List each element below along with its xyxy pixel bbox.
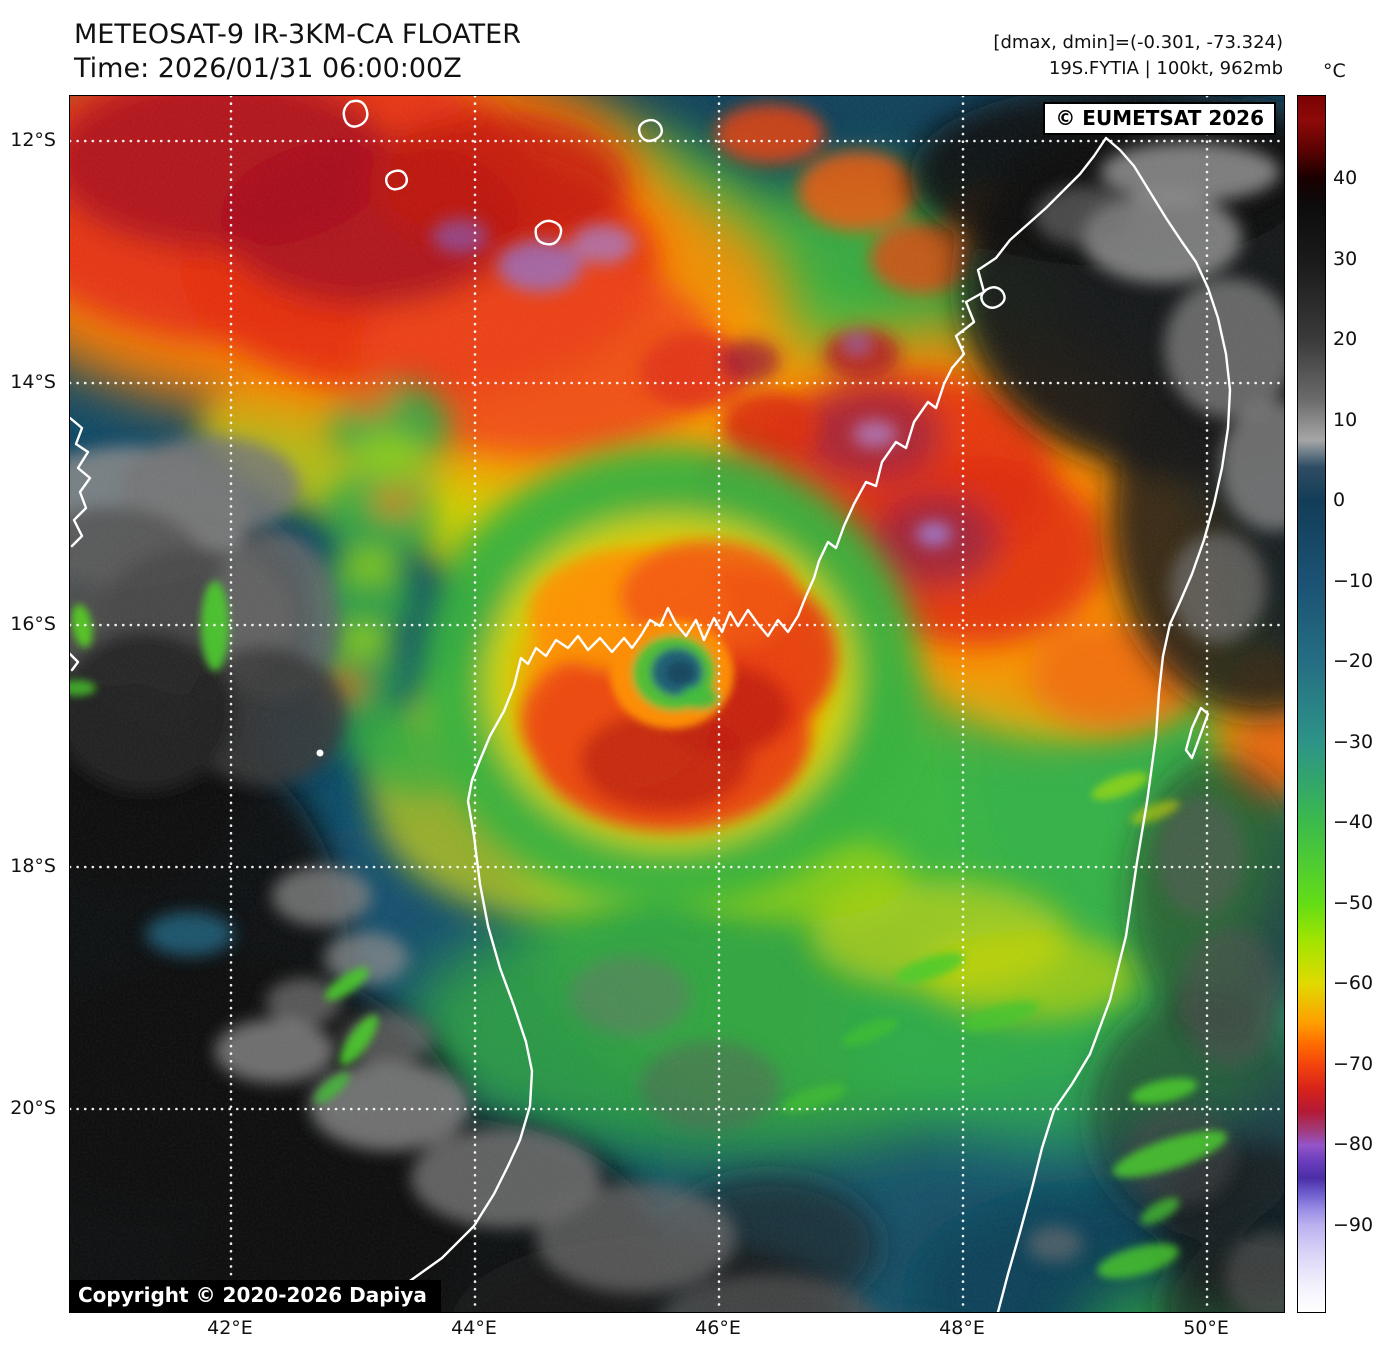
cbar-tick: 40: [1333, 167, 1358, 190]
cbar-tick: −30: [1333, 730, 1374, 753]
header-right: [dmax, dmin]=(-0.301, -73.324) 19S.FYTIA…: [993, 30, 1283, 82]
y-tick-20s: 20°S: [10, 1096, 56, 1119]
y-tick-18s: 18°S: [10, 854, 56, 877]
cbar-tick: −20: [1333, 650, 1374, 673]
y-axis: 12°S 14°S 16°S 18°S 20°S: [0, 95, 62, 1311]
timestamp: Time: 2026/01/31 06:00:00Z: [74, 53, 462, 84]
grain-texture: [70, 96, 1284, 1312]
cbar-tick: 30: [1333, 247, 1358, 270]
map-canvas: © EUMETSAT 2026 Copyright © 2020-2026 Da…: [69, 95, 1285, 1313]
copyright-badge: Copyright © 2020-2026 Dapiya: [70, 1280, 441, 1312]
cbar-tick: −70: [1333, 1052, 1374, 1075]
x-tick-42e: 42°E: [207, 1317, 253, 1339]
x-axis: 42°E 44°E 46°E 48°E 50°E: [69, 1317, 1283, 1347]
x-tick-46e: 46°E: [695, 1317, 741, 1339]
cbar-tick: 0: [1333, 489, 1346, 512]
cbar-tick: −80: [1333, 1133, 1374, 1156]
cbar-tick: 20: [1333, 328, 1358, 351]
x-tick-48e: 48°E: [939, 1317, 985, 1339]
y-tick-16s: 16°S: [10, 612, 56, 635]
cbar-tick: 10: [1333, 408, 1358, 431]
cbar-tick: −40: [1333, 811, 1374, 834]
colorbar-unit-label: °C: [1323, 60, 1346, 82]
title-block: METEOSAT-9 IR-3KM-CA FLOATER Time: 2026/…: [74, 18, 521, 86]
cbar-tick: −90: [1333, 1213, 1374, 1236]
cbar-tick: −50: [1333, 891, 1374, 914]
provider-badge: © EUMETSAT 2026: [1043, 102, 1276, 135]
satellite-imagery: [70, 96, 1284, 1312]
coastline: [70, 99, 1232, 1312]
page-title: METEOSAT-9 IR-3KM-CA FLOATER: [74, 19, 521, 50]
cbar-tick: −10: [1333, 569, 1374, 592]
y-tick-12s: 12°S: [10, 128, 56, 151]
y-tick-14s: 14°S: [10, 370, 56, 393]
colorbar-gradient: [1297, 95, 1326, 1313]
cbar-tick: −60: [1333, 972, 1374, 995]
range-info: [dmax, dmin]=(-0.301, -73.324): [993, 32, 1283, 53]
storm-info: 19S.FYTIA | 100kt, 962mb: [1048, 58, 1283, 79]
graticule: [70, 96, 1284, 1312]
x-tick-50e: 50°E: [1183, 1317, 1229, 1339]
x-tick-44e: 44°E: [451, 1317, 497, 1339]
colorbar-ticks: 40 30 20 10 0 −10 −20 −30 −40 −50 −60 −7…: [1333, 95, 1387, 1311]
